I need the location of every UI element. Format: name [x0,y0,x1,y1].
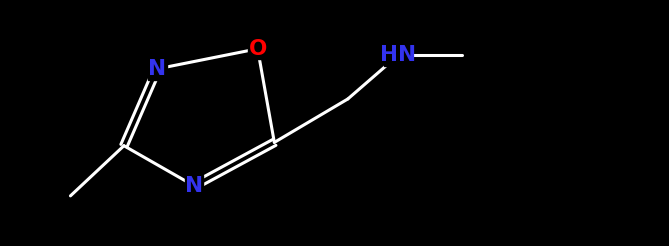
Text: HN: HN [380,46,416,65]
Text: O: O [248,39,267,59]
Bar [248,38,268,60]
Text: N: N [149,59,167,79]
Bar [185,175,203,197]
Bar [148,58,167,79]
Bar [384,45,412,66]
Text: N: N [185,176,203,196]
